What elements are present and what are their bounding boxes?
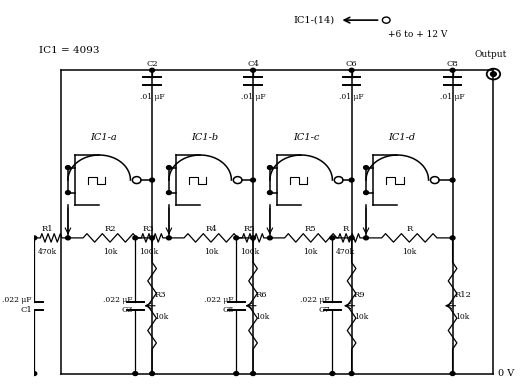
Circle shape bbox=[251, 68, 255, 72]
Circle shape bbox=[363, 166, 369, 169]
Circle shape bbox=[349, 68, 354, 72]
Circle shape bbox=[363, 236, 369, 240]
Text: 10k: 10k bbox=[204, 248, 218, 256]
Text: C6: C6 bbox=[346, 60, 357, 68]
Text: IC1-d: IC1-d bbox=[388, 133, 415, 142]
Text: 10k: 10k bbox=[154, 313, 168, 321]
Text: R12: R12 bbox=[455, 291, 472, 299]
Circle shape bbox=[267, 191, 272, 195]
Circle shape bbox=[66, 166, 70, 169]
Text: 10k: 10k bbox=[304, 248, 318, 256]
Text: .022 μF: .022 μF bbox=[103, 296, 133, 304]
Text: C5: C5 bbox=[222, 306, 234, 314]
Circle shape bbox=[234, 236, 239, 240]
Text: R1: R1 bbox=[42, 225, 54, 233]
Text: R5: R5 bbox=[305, 225, 317, 233]
Circle shape bbox=[150, 236, 154, 240]
Text: C7: C7 bbox=[318, 306, 330, 314]
Circle shape bbox=[133, 236, 138, 240]
Circle shape bbox=[251, 372, 255, 375]
Text: 10k: 10k bbox=[455, 313, 469, 321]
Circle shape bbox=[150, 372, 154, 375]
Text: 10k: 10k bbox=[255, 313, 270, 321]
Circle shape bbox=[251, 178, 255, 182]
Circle shape bbox=[166, 236, 171, 240]
Text: 100k: 100k bbox=[139, 248, 158, 256]
Text: IC1-b: IC1-b bbox=[191, 133, 218, 142]
Circle shape bbox=[166, 191, 171, 195]
Text: R2: R2 bbox=[105, 225, 116, 233]
Text: C1: C1 bbox=[20, 306, 32, 314]
Circle shape bbox=[32, 236, 37, 240]
Text: 10k: 10k bbox=[402, 248, 417, 256]
Text: IC1 = 4093: IC1 = 4093 bbox=[39, 47, 100, 56]
Text: C4: C4 bbox=[247, 60, 259, 68]
Circle shape bbox=[234, 372, 239, 375]
Text: C8: C8 bbox=[447, 60, 459, 68]
Text: .01 μF: .01 μF bbox=[440, 93, 465, 101]
Text: R3: R3 bbox=[143, 225, 154, 233]
Circle shape bbox=[251, 236, 255, 240]
Text: R9: R9 bbox=[354, 291, 366, 299]
Circle shape bbox=[133, 372, 138, 375]
Text: R6: R6 bbox=[255, 291, 267, 299]
Circle shape bbox=[490, 72, 496, 76]
Text: 10k: 10k bbox=[354, 313, 368, 321]
Circle shape bbox=[363, 191, 369, 195]
Circle shape bbox=[150, 68, 154, 72]
Text: .022 μF: .022 μF bbox=[301, 296, 330, 304]
Text: .01 μF: .01 μF bbox=[339, 93, 364, 101]
Text: .01 μF: .01 μF bbox=[140, 93, 164, 101]
Text: C3: C3 bbox=[121, 306, 133, 314]
Text: IC1-c: IC1-c bbox=[293, 133, 319, 142]
Circle shape bbox=[349, 236, 354, 240]
Text: R: R bbox=[406, 225, 412, 233]
Text: Output: Output bbox=[475, 50, 507, 59]
Circle shape bbox=[267, 236, 272, 240]
Circle shape bbox=[150, 178, 154, 182]
Circle shape bbox=[349, 372, 354, 375]
Circle shape bbox=[330, 236, 335, 240]
Text: R3: R3 bbox=[154, 291, 166, 299]
Circle shape bbox=[349, 178, 354, 182]
Text: .022 μF: .022 μF bbox=[204, 296, 234, 304]
Text: C2: C2 bbox=[146, 60, 158, 68]
Circle shape bbox=[450, 68, 455, 72]
Circle shape bbox=[450, 372, 455, 375]
Text: .01 μF: .01 μF bbox=[241, 93, 265, 101]
Text: +6 to + 12 V: +6 to + 12 V bbox=[388, 30, 447, 39]
Text: 10k: 10k bbox=[103, 248, 117, 256]
Text: .022 μF: .022 μF bbox=[3, 296, 32, 304]
Circle shape bbox=[330, 372, 335, 375]
Circle shape bbox=[267, 166, 272, 169]
Text: IC1-a: IC1-a bbox=[90, 133, 118, 142]
Text: 470k: 470k bbox=[336, 248, 355, 256]
Text: R: R bbox=[343, 225, 349, 233]
Text: IC1-(14): IC1-(14) bbox=[294, 16, 335, 25]
Circle shape bbox=[450, 178, 455, 182]
Text: 100k: 100k bbox=[240, 248, 259, 256]
Circle shape bbox=[450, 236, 455, 240]
Circle shape bbox=[166, 166, 171, 169]
Text: R4: R4 bbox=[205, 225, 217, 233]
Circle shape bbox=[66, 191, 70, 195]
Text: 0 V: 0 V bbox=[498, 369, 514, 378]
Circle shape bbox=[32, 372, 37, 375]
Text: R5: R5 bbox=[244, 225, 255, 233]
Circle shape bbox=[66, 236, 70, 240]
Text: 470k: 470k bbox=[38, 248, 57, 256]
